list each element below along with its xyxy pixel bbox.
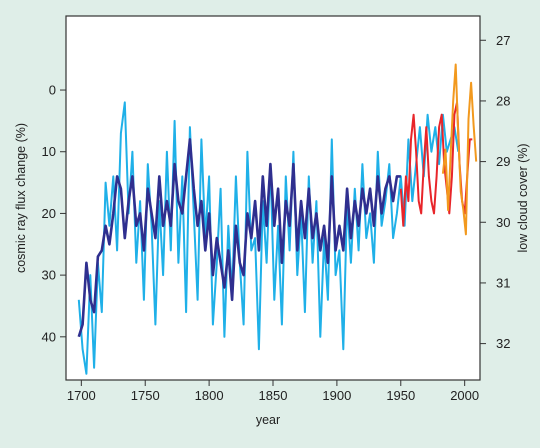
x-tick-label: 1850: [259, 388, 288, 403]
series-line-4: [441, 63, 478, 236]
y-right-tick-label: 31: [496, 275, 510, 290]
x-tick-label: 1700: [67, 388, 96, 403]
x-tick-label: 1800: [195, 388, 224, 403]
x-tick-label: 1900: [322, 388, 351, 403]
y-axis-right: 27 28 29 30 31 32: [480, 33, 510, 351]
series-line-2: [77, 138, 401, 338]
y-right-tick-label: 32: [496, 336, 510, 351]
series-layer: [77, 63, 478, 375]
x-tick-label: 1750: [131, 388, 160, 403]
y-left-tick-label: 30: [42, 268, 56, 283]
y-axis-right-title: low cloud cover (%): [516, 143, 530, 252]
y-axis-left-title: cosmic ray flux change (%): [14, 123, 28, 273]
y-axis-left: 0 10 20 30 40: [42, 83, 66, 344]
y-left-tick-label: 40: [42, 329, 56, 344]
x-tick-label: 2000: [450, 388, 479, 403]
x-tick-label: 1950: [386, 388, 415, 403]
x-axis-title: year: [256, 413, 280, 427]
y-right-tick-label: 28: [496, 93, 510, 108]
y-right-tick-label: 27: [496, 33, 510, 48]
y-left-tick-label: 20: [42, 206, 56, 221]
y-right-tick-label: 30: [496, 215, 510, 230]
x-axis: 1700 1750 1800 1850 1900 1950 2000: [67, 380, 479, 403]
y-left-tick-label: 0: [49, 83, 56, 98]
y-left-tick-label: 10: [42, 144, 56, 159]
y-right-tick-label: 29: [496, 154, 510, 169]
